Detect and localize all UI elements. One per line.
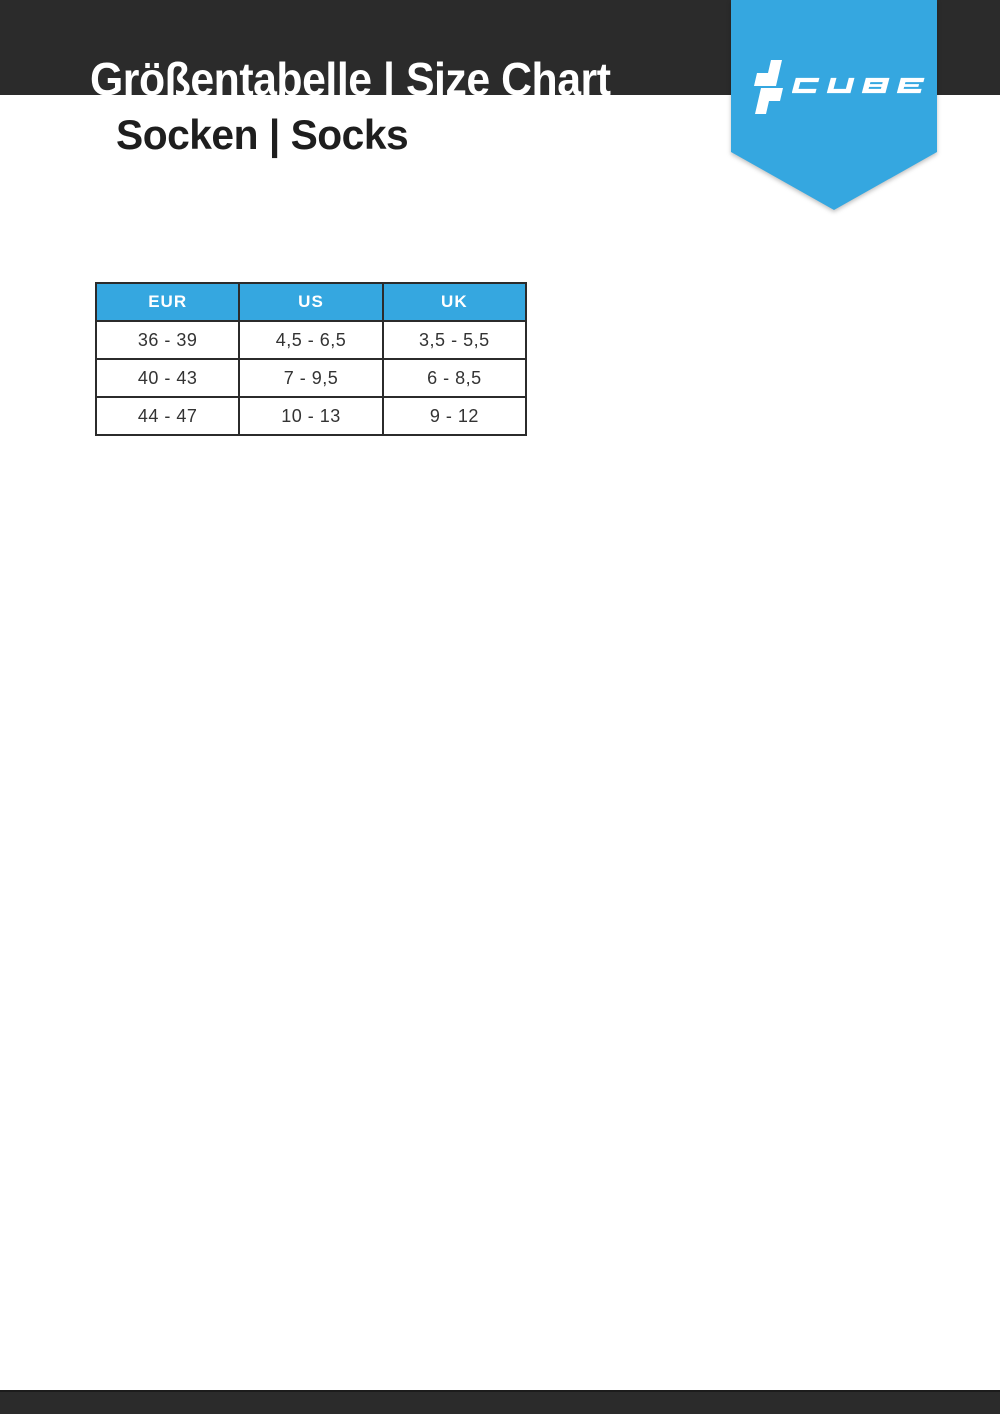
size-chart-table: EUR US UK 36 - 39 4,5 - 6,5 3,5 - 5,5 40 - … — [94, 282, 528, 436]
table-row: 44 - 47 10 - 13 9 - 12 — [94, 396, 528, 436]
size-cell: 7 - 9,5 — [238, 358, 384, 398]
size-cell: 40 - 43 — [94, 358, 241, 398]
cube-wordmark-letters — [791, 77, 925, 94]
size-chart-header: EUR US UK — [94, 282, 528, 322]
size-chart-body: 36 - 39 4,5 - 6,5 3,5 - 5,5 40 - 43 7 - 9,5 6… — [94, 320, 528, 436]
size-cell: 6 - 8,5 — [381, 358, 528, 398]
size-cell: 10 - 13 — [238, 396, 384, 436]
brand-ribbon — [731, 0, 937, 210]
ribbon-shape — [731, 0, 937, 210]
size-cell: 36 - 39 — [94, 320, 241, 360]
size-cell: 44 - 47 — [94, 396, 241, 436]
size-cell: 3,5 - 5,5 — [381, 320, 528, 360]
column-header-uk: UK — [381, 282, 528, 322]
table-row: 36 - 39 4,5 - 6,5 3,5 - 5,5 — [94, 320, 528, 360]
footer-bar — [0, 1390, 1000, 1414]
table-row: 40 - 43 7 - 9,5 6 - 8,5 — [94, 358, 528, 398]
size-cell: 4,5 - 6,5 — [238, 320, 384, 360]
page-subtitle: Socken | Socks — [116, 111, 409, 158]
cube-wordmark: CUBE — [791, 77, 934, 94]
column-header-us: US — [238, 282, 384, 322]
page-title: Größentabelle | Size Chart — [90, 53, 611, 105]
column-header-eur: EUR — [94, 282, 241, 322]
cube-logo-icon — [752, 58, 788, 116]
header-row: EUR US UK — [94, 282, 528, 322]
size-cell: 9 - 12 — [381, 396, 528, 436]
